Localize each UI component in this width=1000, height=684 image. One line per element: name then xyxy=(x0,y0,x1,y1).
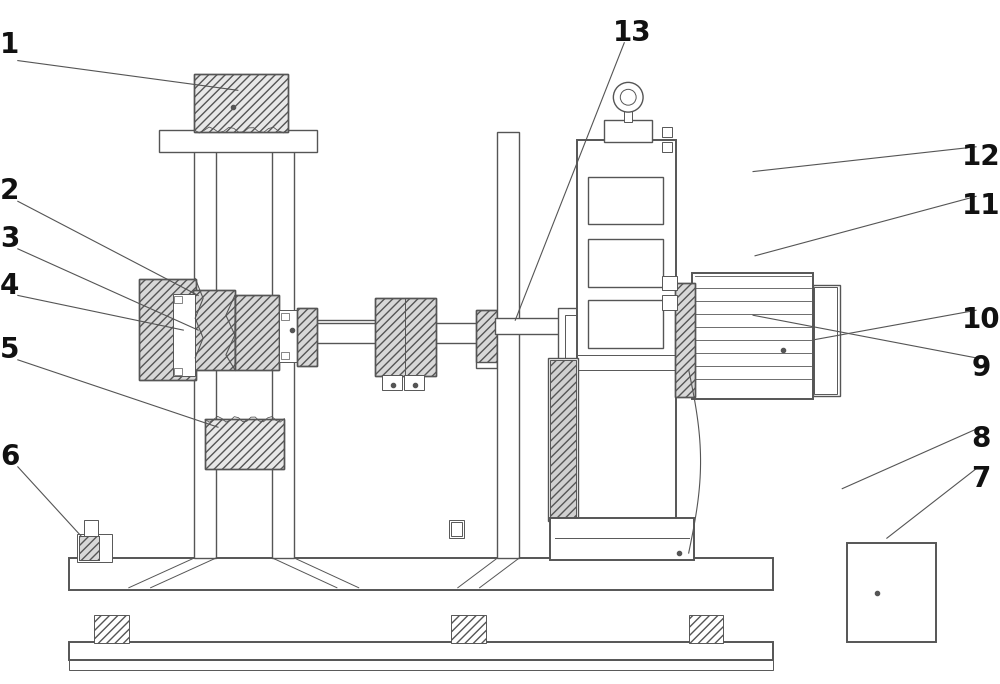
Bar xyxy=(662,127,672,137)
Bar xyxy=(814,287,837,393)
Text: 3: 3 xyxy=(0,225,20,253)
Bar xyxy=(577,355,676,370)
Bar xyxy=(279,311,299,362)
Bar xyxy=(689,616,723,643)
Bar xyxy=(79,536,99,560)
Bar xyxy=(193,291,235,370)
Bar xyxy=(69,660,773,670)
Bar xyxy=(662,276,677,291)
Bar xyxy=(235,295,279,370)
Bar xyxy=(642,523,654,535)
Bar xyxy=(174,368,182,375)
Text: 13: 13 xyxy=(613,19,651,47)
Bar xyxy=(588,239,663,287)
Bar xyxy=(205,419,284,469)
Bar xyxy=(272,132,294,558)
Bar xyxy=(297,308,317,366)
Bar xyxy=(299,323,515,343)
Text: 6: 6 xyxy=(0,443,20,471)
Bar xyxy=(451,523,462,536)
Bar xyxy=(662,295,677,311)
Circle shape xyxy=(613,82,643,112)
Bar xyxy=(94,616,129,643)
Bar xyxy=(139,278,196,380)
Bar xyxy=(404,375,424,390)
Bar xyxy=(281,313,289,320)
Bar xyxy=(235,320,433,342)
Text: 8: 8 xyxy=(971,425,991,453)
Bar xyxy=(550,360,576,519)
Bar xyxy=(139,278,196,380)
Bar xyxy=(194,132,216,558)
Circle shape xyxy=(620,90,636,105)
Bar xyxy=(476,311,497,362)
Bar xyxy=(173,294,195,376)
Bar xyxy=(565,315,600,371)
Bar xyxy=(69,642,773,660)
Bar xyxy=(77,534,112,562)
Bar xyxy=(588,300,663,348)
Text: 1: 1 xyxy=(0,31,20,59)
Text: 4: 4 xyxy=(0,272,20,300)
Bar xyxy=(612,523,624,535)
Bar xyxy=(297,308,317,366)
Bar xyxy=(675,282,695,397)
Bar xyxy=(577,140,676,558)
Bar xyxy=(205,419,284,469)
Text: 12: 12 xyxy=(962,143,1000,171)
Bar xyxy=(588,176,663,224)
Text: 2: 2 xyxy=(0,177,20,205)
Bar xyxy=(662,142,672,152)
Bar xyxy=(847,543,936,642)
Text: 9: 9 xyxy=(971,354,991,382)
Bar xyxy=(624,110,632,122)
Bar xyxy=(159,130,317,152)
Bar xyxy=(495,318,577,334)
Bar xyxy=(235,295,279,370)
Bar xyxy=(449,521,464,538)
Bar xyxy=(84,521,98,536)
Bar xyxy=(451,616,486,643)
Text: 7: 7 xyxy=(971,464,991,492)
Bar xyxy=(281,352,289,359)
Bar xyxy=(558,308,607,378)
Bar xyxy=(692,273,813,399)
Bar xyxy=(194,75,288,132)
Bar xyxy=(382,375,402,390)
Text: 10: 10 xyxy=(962,306,1000,334)
Bar xyxy=(497,132,519,558)
Bar xyxy=(174,296,182,304)
Text: 11: 11 xyxy=(962,192,1000,220)
Bar xyxy=(375,298,436,376)
Text: 5: 5 xyxy=(0,336,20,364)
Bar xyxy=(194,75,288,132)
Bar xyxy=(604,120,652,142)
Bar xyxy=(375,298,436,376)
Bar xyxy=(69,558,773,590)
Bar xyxy=(548,358,578,521)
Bar xyxy=(675,282,695,397)
Bar xyxy=(193,291,235,370)
Bar xyxy=(813,285,840,395)
Bar xyxy=(79,536,99,560)
Bar xyxy=(550,518,694,560)
Bar xyxy=(476,311,497,368)
